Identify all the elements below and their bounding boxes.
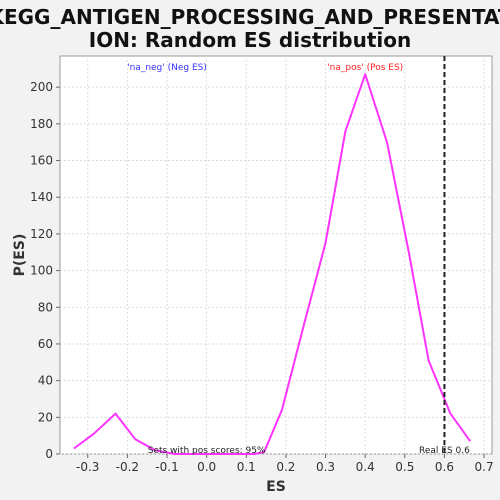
y-tick-label: 180 (30, 117, 53, 131)
legend-neg-es: 'na_neg' (Neg ES) (127, 63, 207, 73)
y-tick-label: 20 (38, 410, 53, 424)
y-tick-label: 40 (38, 374, 53, 388)
x-tick-label: -0.1 (155, 460, 178, 474)
y-tick-label: 200 (30, 80, 53, 94)
legend-pos-es: 'na_pos' (Pos ES) (327, 63, 403, 73)
x-tick-label: 0.3 (316, 460, 335, 474)
x-tick-label: -0.3 (76, 460, 99, 474)
x-tick-label: 0.7 (475, 460, 494, 474)
chart-title-line-2: ION: Random ES distribution (89, 28, 411, 52)
series-layer (73, 73, 472, 455)
x-tick-label: 0.4 (356, 460, 375, 474)
y-tick-label: 0 (45, 447, 53, 461)
axes: 0 20 40 60 80 100 120 140 160 180 200 -0.3 -0.2 -0.1 0… (30, 80, 494, 474)
x-tick-label: -0.2 (116, 460, 139, 474)
x-tick-label: 0.6 (435, 460, 454, 474)
y-tick-label: 120 (30, 227, 53, 241)
x-tick-label: 0.1 (237, 460, 256, 474)
y-tick-label: 140 (30, 190, 53, 204)
series-line (73, 73, 472, 455)
y-tick-label: 160 (30, 154, 53, 168)
grid-lines (60, 56, 492, 455)
real-es-label: Real ES 0.6 (419, 446, 470, 456)
y-axis-title: P(ES) (12, 234, 28, 277)
x-tick-label: 0.5 (395, 460, 414, 474)
y-tick-label: 100 (30, 264, 53, 278)
pos-scores-annotation: Sets with pos scores: 95% (148, 446, 266, 456)
x-axis-title: ES (266, 479, 286, 495)
plot-area (59, 55, 493, 455)
y-tick-label: 80 (38, 300, 53, 314)
x-tick-label: 0.0 (197, 460, 216, 474)
y-tick-label: 60 (38, 337, 53, 351)
chart-title-line-1: KEGG_ANTIGEN_PROCESSING_AND_PRESENTAT (0, 5, 500, 29)
x-tick-label: 0.2 (276, 460, 295, 474)
